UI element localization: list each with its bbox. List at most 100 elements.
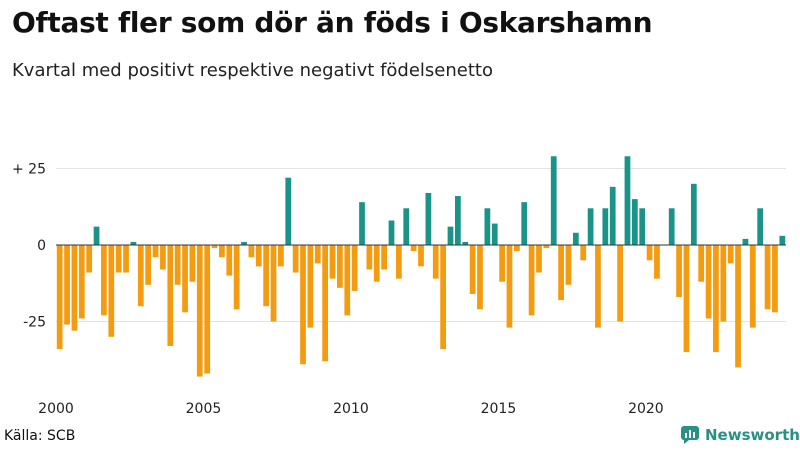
bar (278, 245, 284, 267)
bar (344, 245, 351, 316)
bar (314, 245, 321, 264)
bar (646, 245, 653, 261)
bar (580, 245, 587, 261)
x-tick-label: 2005 (186, 401, 222, 417)
bar (396, 245, 402, 279)
bar (462, 241, 469, 245)
bar (241, 241, 247, 245)
x-tick-label: 2010 (333, 401, 369, 417)
bar (71, 245, 78, 331)
bar (558, 245, 564, 301)
x-tick-label: 2020 (628, 401, 664, 417)
bar (624, 156, 631, 245)
bar (322, 245, 329, 362)
bar (469, 245, 476, 294)
bar (484, 208, 491, 245)
bar (174, 245, 181, 285)
bar (447, 226, 454, 245)
bar (196, 245, 203, 377)
bar (536, 245, 542, 273)
bar (115, 245, 122, 273)
bar (720, 245, 727, 322)
x-tick-label: 2015 (481, 401, 517, 417)
bar (373, 245, 380, 282)
bar (742, 238, 749, 245)
bar (639, 208, 646, 245)
chart-title: Oftast fler som dör än föds i Oskarshamn (12, 6, 653, 39)
bar (204, 245, 211, 374)
bar (735, 245, 741, 368)
bar (388, 220, 395, 245)
bar (137, 245, 144, 307)
bar (425, 192, 432, 245)
bar (654, 245, 660, 279)
bar (160, 245, 166, 270)
bar (521, 202, 528, 245)
bar (410, 245, 417, 252)
bar (351, 245, 358, 291)
bar (772, 245, 778, 313)
bar (86, 245, 93, 273)
bar (130, 241, 137, 245)
bar (713, 245, 719, 353)
bar (255, 245, 262, 267)
bar (248, 245, 255, 258)
bar (182, 245, 188, 313)
bar (270, 245, 277, 322)
bar (513, 245, 520, 252)
bar (705, 245, 712, 319)
bar (477, 245, 483, 310)
source-label: Källa: SCB (4, 428, 76, 444)
bar (602, 208, 609, 245)
bar (528, 245, 535, 316)
bar (78, 245, 85, 319)
bar (587, 208, 594, 245)
bar (226, 245, 233, 276)
y-tick-label: 0 (37, 238, 46, 254)
bar (698, 245, 705, 282)
bar (101, 245, 107, 316)
bar (543, 245, 550, 249)
bar (690, 183, 697, 245)
bar (292, 245, 299, 273)
bar (764, 245, 771, 310)
bar (300, 245, 306, 365)
y-tick-label: + 25 (12, 162, 46, 178)
bar (56, 245, 63, 350)
bar (359, 202, 365, 245)
bar (219, 245, 225, 258)
bar (285, 177, 292, 245)
y-tick-label: -25 (23, 315, 46, 331)
brand-name: Newsworthy (705, 426, 800, 444)
bar (676, 245, 682, 298)
bar (418, 245, 424, 267)
bar (263, 245, 270, 307)
bar (123, 245, 129, 273)
bar (381, 245, 388, 270)
bar (307, 245, 314, 328)
bar (572, 232, 579, 245)
bar (609, 186, 616, 245)
bar (432, 245, 439, 279)
bar (189, 245, 196, 282)
bar (565, 245, 572, 285)
bar (233, 245, 240, 310)
bar (152, 245, 159, 258)
bar (337, 245, 343, 288)
bar (329, 245, 336, 279)
bar (491, 223, 498, 245)
brand-logo[interactable]: Newsworthy (680, 425, 800, 445)
bar (617, 245, 623, 322)
x-tick-label: 2000 (38, 401, 74, 417)
bar (595, 245, 601, 328)
bar (403, 208, 410, 245)
bar (749, 245, 756, 328)
bar (211, 245, 218, 249)
bar (440, 245, 446, 350)
bar (64, 245, 70, 325)
bar (683, 245, 690, 353)
bar (757, 208, 764, 245)
bar (93, 226, 100, 245)
bar (506, 245, 513, 328)
